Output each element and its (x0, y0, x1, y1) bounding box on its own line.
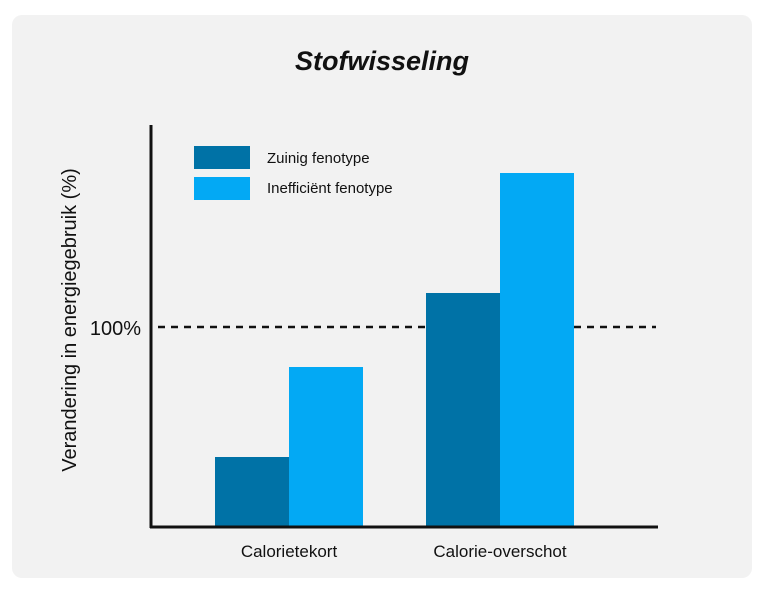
bar-calorie-overschot-zuinig (426, 293, 500, 527)
chart-card (12, 15, 752, 578)
legend-swatch-inefficient (194, 177, 250, 200)
y-axis-label: Verandering in energiegebruik (%) (59, 168, 81, 472)
legend-label: Zuinig fenotype (267, 150, 370, 167)
legend-swatch-zuinig (194, 146, 250, 169)
chart-title: Stofwisseling (295, 46, 470, 76)
bar-calorietekort-inefficient (289, 367, 363, 527)
legend: Zuinig fenotype Inefficiënt fenotype (194, 146, 393, 200)
legend-label: Inefficiënt fenotype (267, 180, 393, 197)
reference-line-label: 100% (90, 318, 141, 340)
x-tick-label: Calorietekort (241, 542, 338, 561)
bar-calorietekort-zuinig (215, 457, 289, 527)
x-tick-label: Calorie-overschot (433, 542, 566, 561)
bar-calorie-overschot-inefficient (500, 173, 574, 527)
